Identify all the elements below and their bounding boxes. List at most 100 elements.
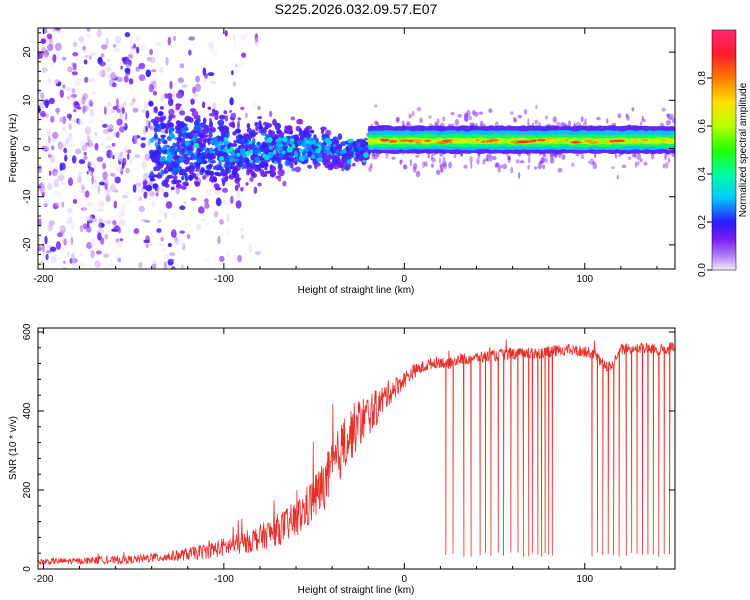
heatmap-cell-607	[129, 86, 134, 94]
heatmap-cell-227	[119, 238, 124, 242]
heatmap-cell-458	[88, 118, 96, 123]
heatmap-cell-2166	[476, 158, 480, 165]
heatmap-cell-95	[117, 44, 120, 52]
heatmap-cell-2059	[573, 121, 576, 128]
heatmap-cell-1742	[217, 136, 222, 141]
heatmap-cell-108	[102, 162, 107, 170]
heatmap-cell-1313	[284, 159, 290, 167]
heatmap-cell-163	[136, 46, 140, 54]
spectrogram-x-label: Height of straight line (km)	[298, 285, 415, 296]
heatmap-cell-1117	[246, 123, 251, 129]
heatmap-cell-499	[66, 113, 72, 119]
heatmap-cell-437	[169, 252, 176, 257]
heatmap-cell-1507	[225, 165, 229, 173]
heatmap-cell-1602	[216, 172, 223, 177]
heatmap-cell-1766	[276, 141, 283, 146]
heatmap-cell-237	[204, 257, 208, 262]
heatmap-cell-521	[38, 184, 46, 193]
heatmap-cell-2202	[616, 174, 619, 180]
heatmap-cell-1881	[611, 166, 615, 170]
heatmap-cell-1957	[661, 107, 666, 112]
heatmap-cell-405	[65, 86, 72, 92]
heatmap-cell-2229	[439, 157, 441, 164]
heatmap-cell-303	[61, 238, 65, 246]
heatmap-cell-2226	[450, 111, 455, 116]
heatmap-cell-1548	[204, 154, 209, 159]
heatmap-cell-794	[251, 172, 257, 179]
heatmap-cell-1755	[202, 160, 208, 164]
heatmap-cell-356	[41, 67, 48, 74]
heatmap-cell-504	[94, 131, 98, 136]
heatmap-cell-656	[138, 262, 143, 268]
heatmap-cell-1925	[561, 154, 566, 160]
heatmap-cell-1877	[442, 116, 446, 122]
heatmap-cell-1809	[468, 115, 473, 121]
heatmap-cell-453	[135, 119, 139, 124]
heatmap-cell-1705	[315, 162, 321, 167]
heatmap-cell-2309	[571, 140, 580, 144]
heatmap-cell-1739	[299, 135, 305, 141]
heatmap-cell-1828	[580, 116, 584, 123]
heatmap-cell-2106	[502, 163, 508, 170]
heatmap-cell-1429	[234, 129, 241, 133]
heatmap-cell-2038	[552, 116, 557, 123]
heatmap-cell-1760	[345, 147, 349, 152]
spectrogram-x-ticks: -200 -100 0 100	[33, 28, 658, 285]
heatmap-cell-546	[79, 224, 84, 233]
heatmap-cell-2366	[317, 158, 322, 162]
heatmap-cell-665	[70, 252, 75, 262]
heatmap-cell-492	[60, 182, 66, 186]
heatmap-cell-1668	[268, 130, 276, 136]
heatmap-cell-2209	[395, 116, 400, 123]
heatmap-cell-497	[39, 110, 46, 118]
heatmap-cell-1449	[332, 146, 337, 153]
heatmap-cell-500	[123, 140, 126, 146]
heatmap-cell-2362	[315, 148, 321, 154]
heatmap-cell-175	[50, 115, 55, 123]
heatmap-cell-652	[219, 255, 225, 263]
heatmap-cell-2104	[626, 115, 630, 121]
heatmap-cell-367	[89, 238, 96, 247]
heatmap-cell-94	[195, 75, 201, 83]
heatmap-cell-293	[253, 186, 258, 194]
heatmap-cell-506	[117, 257, 122, 263]
heatmap-cell-1333	[152, 90, 158, 96]
heatmap-cell-1583	[358, 157, 363, 162]
heatmap-cell-1099	[309, 129, 315, 134]
heatmap-cell-560	[157, 219, 163, 223]
heatmap-cell-1391	[175, 103, 181, 111]
heatmap-cell-2197	[419, 117, 424, 124]
heatmap-cell-1149	[208, 121, 214, 128]
heatmap-cell-2301	[632, 140, 637, 144]
heatmap-cell-669	[46, 113, 49, 119]
heatmap-cell-636	[104, 148, 108, 153]
heatmap-cell-333	[59, 225, 66, 235]
heatmap-cell-571	[130, 157, 137, 161]
heatmap-cell-1719	[255, 125, 259, 132]
heatmap-cell-419	[124, 67, 131, 74]
heatmap-cell-2117	[634, 154, 637, 158]
heatmap-cell-2098	[427, 153, 431, 159]
heatmap-cell-1573	[324, 146, 329, 150]
heatmap-cell-230	[127, 153, 130, 160]
heatmap-cell-667	[67, 207, 73, 213]
heatmap-cell-933	[264, 170, 272, 174]
heatmap-cell-1902	[587, 160, 591, 164]
heatmap-cell-1763	[293, 158, 301, 162]
heatmap-cell-1767	[353, 143, 357, 150]
heatmap-cell-1948	[575, 121, 581, 127]
heatmap-cell-392	[62, 57, 67, 61]
heatmap-cell-1261	[307, 164, 312, 169]
heatmap-cell-191	[149, 191, 155, 197]
heatmap-cell-1546	[231, 169, 237, 176]
snr-y-tick-label: 200	[22, 481, 33, 498]
heatmap-cell-1434	[290, 116, 296, 121]
heatmap-cell-302	[182, 242, 186, 251]
heatmap-cell-2172	[453, 154, 457, 158]
heatmap-cell-421	[96, 156, 104, 162]
heatmap-cell-1529	[259, 156, 265, 161]
heatmap-cell-2212	[507, 155, 511, 161]
heatmap-cell-1635	[208, 163, 214, 168]
heatmap-cell-2376	[272, 151, 277, 155]
heatmap-cell-532	[96, 28, 102, 38]
